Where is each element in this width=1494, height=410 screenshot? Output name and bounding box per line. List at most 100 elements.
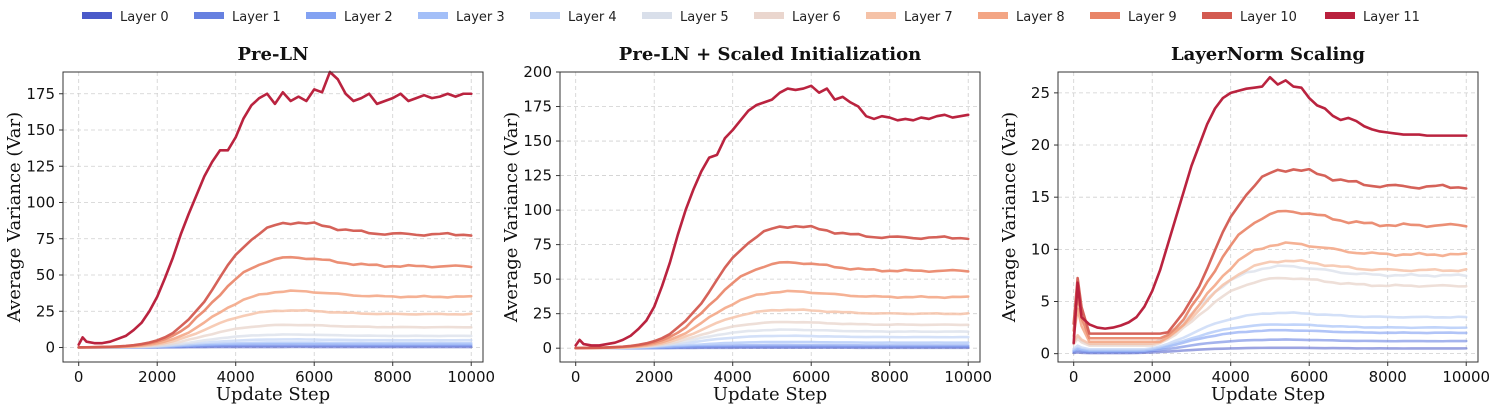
y-tick-label: 75 [36,230,55,248]
chart-panel-pre-ln-scaled-init: 0 2000 4000 6000 8000 10000 0 25 50 75 100 125 150 17… [501,44,992,405]
y-axis-label: Average Variance (Var) [999,112,1020,323]
x-tick-label: 4000 [714,368,752,386]
legend-swatch [642,12,672,19]
chart-panel-layernorm-scaling: 0 2000 4000 6000 8000 10000 0 5 10 15 20 25 LayerNor… [999,44,1490,405]
legend-label: Layer 2 [344,10,393,25]
legend-item: Layer 2 [306,10,393,25]
legend-swatch [866,12,896,19]
legend-item: Layer 8 [978,10,1065,25]
legend: Layer 0 Layer 1 Layer 2 Layer 3 Layer 4 Layer… [82,10,1420,25]
x-tick-label: 4000 [1212,368,1250,386]
legend-swatch [1325,12,1355,19]
x-axis-label: Update Step [713,384,827,405]
legend-item: Layer 9 [1090,10,1177,25]
grid [1058,72,1478,362]
x-tick-label: 2000 [635,368,673,386]
x-tick-label: 6000 [295,368,333,386]
series-line-layer-11 [77,70,473,346]
plot-frame [1057,71,1479,363]
legend-swatch [978,12,1008,19]
legend-item: Layer 3 [418,10,505,25]
legend-label: Layer 9 [1128,10,1177,25]
series-lines [77,70,473,349]
series-lines [574,84,970,350]
series-line-layer-10 [77,221,473,349]
legend-swatch [1202,12,1232,19]
x-axis-label: Update Step [216,384,330,405]
series-line-layer-8 [574,289,970,350]
plot-frame [559,71,981,363]
x-tick-label: 8000 [871,368,909,386]
legend-item: Layer 5 [642,10,729,25]
series-line-layer-6 [1072,276,1468,347]
y-tick-label: 5 [1040,292,1050,310]
chart-title: Pre-LN [237,44,308,65]
y-axis-label: Average Variance (Var) [501,112,522,323]
x-tick-label: 0 [571,368,581,386]
legend-swatch [306,12,336,19]
x-tick-label: 0 [1069,368,1079,386]
series-line-layer-8 [1072,241,1468,344]
legend-swatch [194,12,224,19]
legend-swatch [82,12,112,19]
y-tick-label: 20 [1031,136,1050,154]
legend-label: Layer 3 [456,10,505,25]
chart-panel-pre-ln: 0 2000 4000 6000 8000 10000 0 25 50 75 100 125 150 17… [4,44,495,405]
y-tick-label: 50 [533,270,552,288]
x-tick-label: 4000 [217,368,255,386]
y-tick-label: 25 [1031,84,1050,102]
series-line-layer-9 [1072,209,1468,340]
series-line-layer-11 [1072,75,1468,345]
legend-swatch [754,12,784,19]
y-tick-label: 150 [523,132,552,150]
y-tick-label: 0 [45,339,55,357]
legend-label: Layer 11 [1363,10,1420,25]
x-tick-label: 8000 [1369,368,1407,386]
series-line-layer-10 [1072,167,1468,335]
x-tick-label: 10000 [447,368,495,386]
x-tick-label: 6000 [792,368,830,386]
series-lines [1072,75,1468,355]
x-tick-label: 8000 [374,368,412,386]
legend-item: Layer 6 [754,10,841,25]
legend-label: Layer 6 [792,10,841,25]
legend-item: Layer 11 [1325,10,1420,25]
legend-item: Layer 0 [82,10,169,25]
x-tick-label: 2000 [1133,368,1171,386]
x-axis-label: Update Step [1211,384,1325,405]
y-tick-label: 100 [26,194,55,212]
y-tick-label: 125 [523,167,552,185]
chart-title: Pre-LN + Scaled Initialization [619,44,921,65]
legend-label: Layer 0 [120,10,169,25]
legend-label: Layer 1 [232,10,281,25]
y-tick-label: 200 [523,63,552,81]
x-tick-label: 2000 [138,368,176,386]
x-tick-label: 6000 [1290,368,1328,386]
x-tick-label: 0 [74,368,84,386]
series-line-layer-10 [574,224,970,350]
series-line-layer-7 [1072,258,1468,345]
y-tick-label: 25 [533,305,552,323]
y-tick-label: 75 [533,236,552,254]
legend-label: Layer 5 [680,10,729,25]
plot-frame [62,71,484,363]
series-line-layer-4 [1072,311,1468,351]
legend-swatch [1090,12,1120,19]
y-tick-label: 100 [523,201,552,219]
legend-item: Layer 10 [1202,10,1297,25]
grid [63,72,483,362]
chart-title: LayerNorm Scaling [1171,44,1365,65]
y-tick-label: 175 [523,98,552,116]
legend-label: Layer 4 [568,10,617,25]
legend-label: Layer 10 [1240,10,1297,25]
y-axis-label: Average Variance (Var) [4,112,25,323]
x-tick-label: 10000 [1442,368,1490,386]
y-tick-label: 50 [36,266,55,284]
grid [560,71,980,362]
legend-label: Layer 8 [1016,10,1065,25]
legend-item: Layer 1 [194,10,281,25]
y-tick-label: 125 [26,157,55,175]
y-tick-label: 25 [36,302,55,320]
y-tick-label: 150 [26,121,55,139]
legend-swatch [418,12,448,19]
